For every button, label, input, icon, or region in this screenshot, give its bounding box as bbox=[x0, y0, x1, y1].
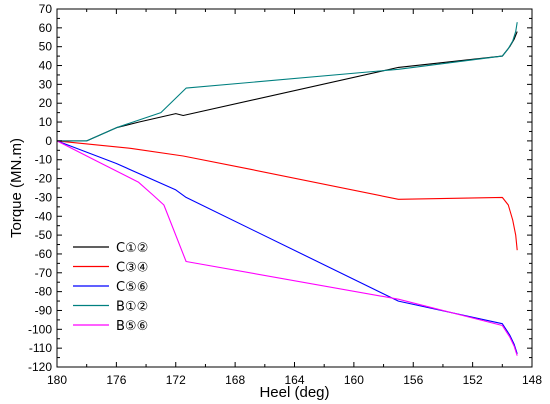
legend-label: C⑤⑥ bbox=[116, 280, 148, 295]
series-line-4 bbox=[57, 22, 518, 142]
y-tick-label: -40 bbox=[35, 209, 53, 223]
x-tick-label: 176 bbox=[106, 373, 126, 387]
x-tick-label: 152 bbox=[463, 373, 483, 387]
y-tick-label: 10 bbox=[39, 115, 53, 129]
legend-label: C①② bbox=[116, 241, 148, 256]
y-tick-label: 30 bbox=[39, 77, 53, 91]
y-tick-label: 40 bbox=[39, 59, 53, 73]
series-line-5 bbox=[56, 140, 518, 356]
legend-label: C③④ bbox=[116, 261, 148, 276]
y-tick-label: -120 bbox=[28, 360, 52, 374]
y-tick-label: 20 bbox=[39, 96, 53, 110]
y-tick-label: -50 bbox=[35, 228, 53, 242]
legend: C①② C③④ C⑤⑥ B①② B⑤⑥ bbox=[73, 241, 148, 334]
x-tick-label: 172 bbox=[166, 373, 186, 387]
x-tick-label: 168 bbox=[225, 373, 245, 387]
y-tick-label: -10 bbox=[35, 153, 53, 167]
y-tick-label: 60 bbox=[39, 21, 53, 35]
y-tick-label: 0 bbox=[45, 134, 52, 148]
legend-label: B①② bbox=[116, 300, 148, 315]
y-tick-label: -30 bbox=[35, 190, 53, 204]
y-tick-label: -90 bbox=[35, 303, 53, 317]
y-axis: 70 60 50 40 30 20 10 0 -10 -20 -30 -40 -50 -60 -70 -80 -… bbox=[28, 2, 532, 374]
y-tick-label: 70 bbox=[39, 2, 53, 16]
y-tick-label: -110 bbox=[29, 341, 52, 355]
y-tick-label: -20 bbox=[35, 172, 53, 186]
y-tick-label: -70 bbox=[35, 266, 53, 280]
y-axis-title: Torque (MN.m) bbox=[8, 138, 25, 238]
series-line-3 bbox=[56, 140, 518, 354]
plot-lines bbox=[56, 22, 518, 356]
x-tick-label: 148 bbox=[522, 373, 542, 387]
x-tick-label: 164 bbox=[284, 373, 304, 387]
series-line-2 bbox=[56, 140, 518, 251]
x-tick-label: 180 bbox=[47, 373, 67, 387]
x-tick-label: 156 bbox=[403, 373, 423, 387]
y-tick-label: 50 bbox=[39, 40, 53, 54]
y-tick-label: -60 bbox=[35, 247, 53, 261]
y-tick-label: -100 bbox=[28, 322, 52, 336]
legend-label: B⑤⑥ bbox=[116, 319, 148, 334]
x-tick-label: 160 bbox=[344, 373, 364, 387]
y-tick-label: -80 bbox=[35, 285, 53, 299]
x-axis: 180 176 172 168 164 160 156 152 148 bbox=[47, 9, 542, 387]
x-axis-title: Heel (deg) bbox=[259, 384, 329, 401]
